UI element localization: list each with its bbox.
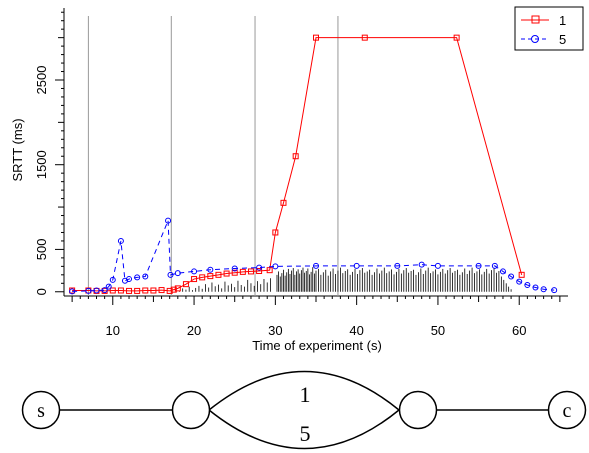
series-5-point (516, 278, 523, 285)
legend-label-1: 1 (559, 13, 566, 28)
x-tick-label: 50 (431, 323, 445, 338)
series-line-5 (72, 220, 555, 292)
series-1-point (174, 285, 181, 292)
series-1-point (256, 268, 263, 275)
series-5-point (165, 217, 172, 224)
series-1-point (182, 281, 189, 288)
x-axis-label: Time of experiment (s) (252, 338, 382, 353)
series-5-point (101, 287, 108, 294)
series-5-point (231, 265, 238, 272)
series-1-point (518, 271, 525, 278)
series-5-point (551, 287, 558, 294)
link-label-5: 5 (300, 421, 311, 446)
series-5-point (499, 268, 506, 275)
node-s (21, 390, 61, 430)
node-c (547, 390, 587, 430)
y-tick-label: 1500 (34, 150, 49, 179)
series-5-point (126, 276, 133, 283)
series-1-point (239, 268, 246, 275)
series-1-point (126, 287, 133, 294)
series-5-point (434, 262, 441, 269)
series-1-point (117, 287, 124, 294)
series-5-point (540, 286, 547, 293)
series-1-point (453, 34, 460, 41)
series-5-point (475, 262, 482, 269)
link-lower (208, 409, 400, 450)
series-5-point (167, 271, 174, 278)
series-1-point (158, 287, 165, 294)
series-5-point (508, 273, 515, 280)
series-1-point (272, 229, 279, 236)
node-router-1 (171, 390, 211, 430)
node-c-label: c (563, 400, 572, 422)
event-rug (175, 267, 512, 292)
series-1-point (191, 276, 198, 283)
legend: 1 5 (514, 6, 584, 51)
series-5-point (491, 262, 498, 269)
series-1-point (280, 199, 287, 206)
series-5-point (524, 281, 531, 288)
series-1-point (170, 286, 177, 293)
x-tick-label: 60 (512, 323, 526, 338)
series-1-point (166, 287, 173, 294)
topology-diagram: s c 1 5 (21, 370, 587, 450)
series-5-point (117, 237, 124, 244)
legend-marker-1 (531, 15, 540, 24)
series-5-point (134, 274, 141, 281)
link-upper (208, 370, 400, 411)
series-5-point (394, 262, 401, 269)
vertical-reference-lines (87, 16, 339, 296)
x-tick-label: 20 (187, 323, 201, 338)
series-1-point (142, 287, 149, 294)
node-router-2 (398, 390, 438, 430)
y-tick-label: 2500 (34, 66, 49, 95)
series-5-point (174, 270, 181, 277)
series-group (69, 34, 558, 295)
series-1-point (207, 273, 214, 280)
series-5-point (353, 262, 360, 269)
series-5-point (207, 266, 214, 273)
series-5-point (85, 287, 92, 294)
series-5-point (69, 288, 76, 295)
series-5-point (532, 284, 539, 291)
series-5-point (313, 262, 319, 269)
legend-label-5: 5 (559, 32, 566, 47)
y-tick-label: 0 (34, 288, 49, 295)
node-s-label: s (37, 400, 45, 422)
legend-marker-5 (531, 35, 539, 43)
legend-box (514, 6, 584, 51)
series-5-point (93, 287, 100, 294)
x-ticks: 10 20 30 40 50 60 (71, 296, 561, 338)
series-5-point (105, 283, 112, 290)
series-1-point (150, 287, 157, 294)
y-ticks: 0 500 1500 2500 (34, 11, 64, 295)
series-1-point (134, 287, 141, 294)
series-1-point (247, 268, 254, 275)
y-axis-label: SRTT (ms) (10, 118, 25, 181)
y-tick-label: 500 (34, 239, 49, 261)
series-5-point (191, 268, 198, 275)
series-5-point (256, 264, 263, 271)
series-1-point (361, 34, 368, 41)
x-tick-label: 10 (106, 323, 120, 338)
series-1-point (109, 287, 116, 294)
series-1-point (266, 267, 273, 274)
series-1-point (199, 274, 206, 281)
series-5-point (142, 273, 149, 280)
series-5-point (272, 263, 279, 270)
series-1-point (292, 153, 299, 160)
series-1-point (313, 34, 319, 41)
x-tick-label: 30 (268, 323, 282, 338)
series-5-point (418, 261, 425, 268)
series-1-point (231, 269, 238, 276)
series-1-point (223, 270, 230, 277)
series-5-point (109, 276, 116, 283)
series-line-1 (72, 37, 523, 292)
x-tick-label: 40 (349, 323, 363, 338)
series-1-point (215, 271, 222, 278)
link-label-1: 1 (300, 382, 311, 407)
